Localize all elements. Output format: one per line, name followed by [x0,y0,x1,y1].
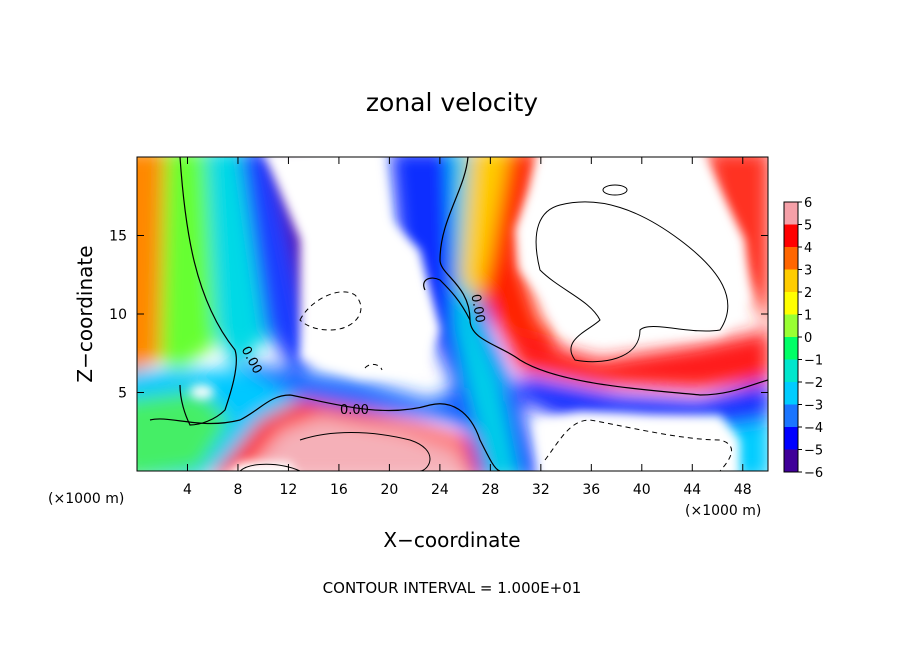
contour-zero-upper [439,157,768,396]
white-hotspot [190,385,214,399]
x-axis-label: X−coordinate [383,528,520,552]
field-lower-green [137,390,230,471]
colorbar-segment [784,427,798,450]
colorbar-segment [784,382,798,405]
colorbar-tick-label: 2 [804,286,812,301]
colorbar-tick-label: 6 [804,196,812,211]
colorbar-segment [784,359,798,383]
x-unit-right: (×1000 m) [685,503,761,519]
colorbar-tick-label: 3 [804,264,812,279]
colorbar-segment [784,337,798,360]
x-unit-left: (×1000 m) [48,491,124,507]
y-tick-label: 15 [109,229,127,245]
colorbar-tick-label: −6 [804,466,823,481]
contour-label: 0.00 [467,293,487,324]
colorbar: 6 5 4 3 2 1 0 −1 −2 −3 −4 −5 −6 [783,196,823,481]
colorbar-segment [784,404,798,428]
contour-zero-left [179,157,237,426]
colorbar-tick-label: −5 [804,444,823,459]
contour-interval-footer: CONTOUR INTERVAL = 1.000E+01 [323,579,582,597]
x-tick-label: 36 [582,482,600,498]
colorbar-tick-label: −4 [804,421,823,436]
white-lower-right [535,412,740,471]
colorbar-tick-label: 5 [804,219,812,234]
colorbar-tick-label: −1 [804,354,823,369]
colorbar-segment [784,292,798,315]
field-right-red-band [500,330,768,390]
field-jet-pink [247,415,467,471]
colorbar-segment [784,202,798,225]
x-tick-label: 12 [280,482,298,498]
contour-dashed-lower [544,419,732,471]
white-lower-small [230,462,295,471]
field-left-cyan [205,157,275,370]
x-tick-label: 44 [683,482,701,498]
y-tick-label: 10 [109,307,127,323]
contour-lower-arc [239,463,301,471]
field-mid-blue [230,360,470,430]
contour-positive-loop [535,201,729,363]
contour-dashed-small [364,363,383,371]
x-tick-label: 28 [481,482,499,498]
colorbar-tick-label: 1 [804,309,812,324]
contour-zero-hook [423,277,471,321]
white-upper-left [265,157,440,378]
x-tick-label: 4 [183,482,192,498]
x-tick-label: 48 [734,482,752,498]
colorbar-segment [784,314,798,338]
colorbar-tick-label: 4 [804,241,812,256]
y-axis-label: Z−coordinate [73,245,97,382]
colorbar-tick-label: −3 [804,399,823,414]
field-upper-orange [460,157,509,300]
contour-lower-loop [299,432,431,471]
colorbar-tick-label: 0 [804,331,812,346]
colorbar-segment [784,449,798,473]
contour-small-loop [602,184,628,196]
contour-lines [149,157,768,471]
x-tick-label: 32 [532,482,550,498]
colorbar-segment [784,224,798,248]
x-tick-label: 16 [330,482,348,498]
colorbar-tick-label: −2 [804,376,823,391]
contour-zero-middle [149,394,501,471]
contour-dashed [299,291,732,471]
x-axis: 4 8 12 16 20 24 28 32 36 40 44 48 [183,157,752,498]
x-tick-label: 40 [633,482,651,498]
colorbar-segment [784,269,798,293]
y-axis: 5 10 15 [109,229,768,402]
x-tick-label: 24 [431,482,449,498]
chart-title: zonal velocity [366,88,538,117]
contour-label: 0.00 [340,403,369,418]
plot-area [137,157,768,471]
y-tick-label: 5 [118,386,127,402]
x-tick-label: 20 [380,482,398,498]
x-tick-label: 8 [233,482,242,498]
colorbar-segment [784,247,798,270]
